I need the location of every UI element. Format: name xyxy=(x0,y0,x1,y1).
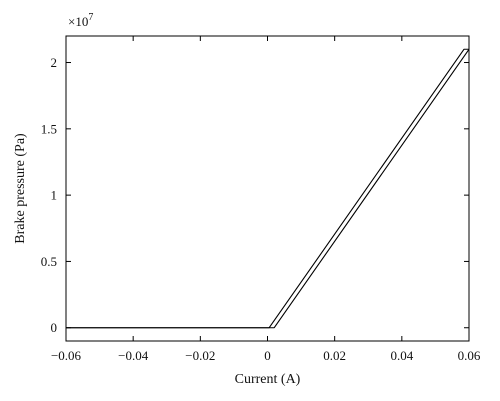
x-tick-label: −0.04 xyxy=(118,348,149,363)
x-tick-label: 0.04 xyxy=(390,348,413,363)
x-tick-label: −0.06 xyxy=(51,348,82,363)
y-tick-label: 1.5 xyxy=(41,121,57,136)
y-axis-multiplier-exponent: 7 xyxy=(88,12,93,23)
x-axis-label: Current (A) xyxy=(235,372,301,387)
y-tick-label: 2 xyxy=(51,55,58,70)
series-group xyxy=(66,48,470,329)
series-line-2 xyxy=(66,48,470,329)
x-tick-label: 0 xyxy=(264,348,271,363)
y-axis-multiplier-base: ×10 xyxy=(68,14,88,29)
y-tick-label: 1 xyxy=(51,188,58,203)
x-tick-label: 0.06 xyxy=(458,348,481,363)
plot-area-frame xyxy=(65,35,470,342)
x-tick-label: −0.02 xyxy=(185,348,215,363)
y-axis-label: Brake pressure (Pa) xyxy=(13,133,28,244)
y-tick-label: 0 xyxy=(51,320,58,335)
axis-ticks: −0.06 −0.04 −0.02 0 0.02 0.04 0.06 0 0.5 1 1.5 2 xyxy=(41,36,481,363)
y-axis-multiplier: ×107 xyxy=(68,12,93,29)
y-tick-label: 0.5 xyxy=(41,254,57,269)
series-line-1 xyxy=(66,48,469,329)
x-tick-label: 0.02 xyxy=(323,348,346,363)
